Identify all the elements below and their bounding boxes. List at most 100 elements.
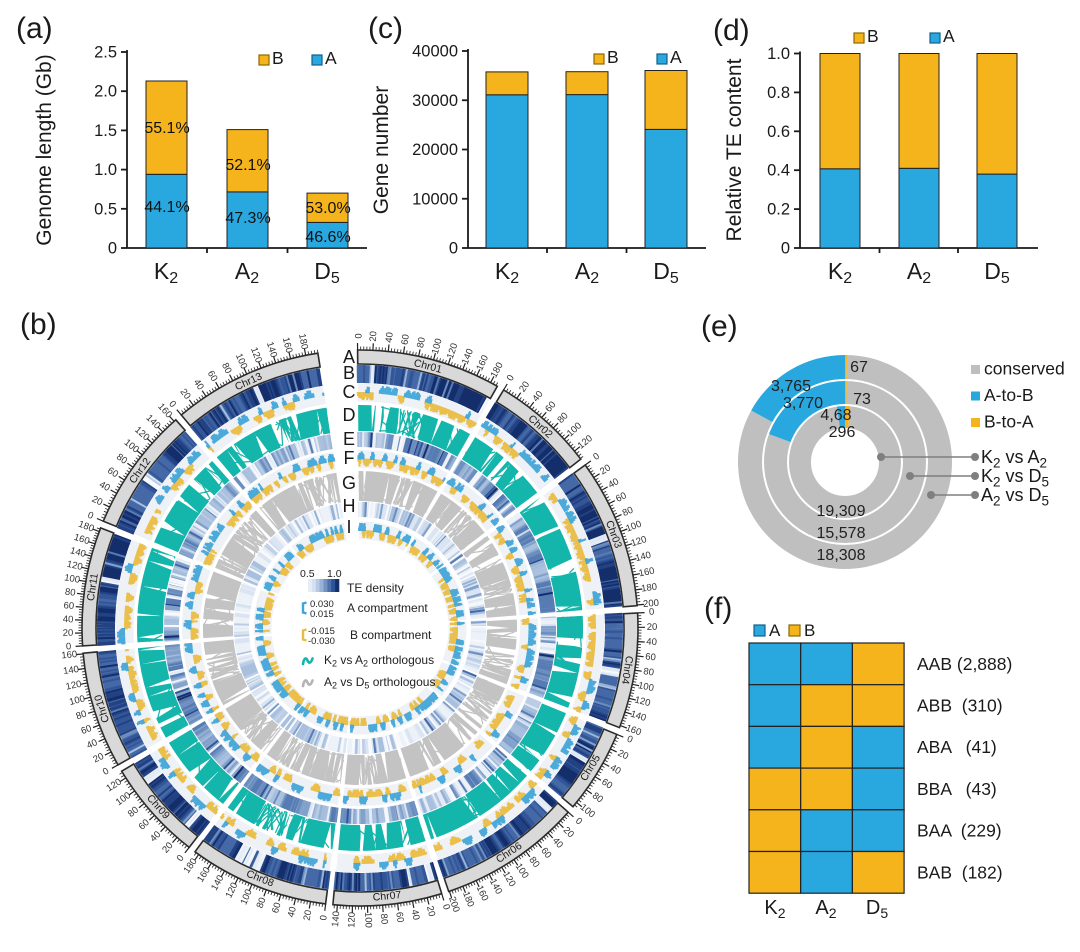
svg-text:0: 0 [573,816,584,828]
svg-text:20: 20 [178,387,193,402]
svg-text:A2 vs D5 orthologous: A2 vs D5 orthologous [324,675,435,691]
svg-text:40: 40 [606,476,621,491]
svg-text:0.030: 0.030 [310,599,334,610]
svg-text:67: 67 [850,359,868,376]
svg-text:E: E [343,429,355,449]
svg-text:15,578: 15,578 [817,525,866,542]
svg-text:200: 200 [643,598,660,610]
svg-text:160: 160 [61,649,78,661]
svg-text:20: 20 [368,331,379,342]
svg-text:40: 40 [384,332,396,344]
svg-text:Relative TE content: Relative TE content [723,58,746,241]
svg-text:0: 0 [440,903,452,911]
svg-text:296: 296 [829,424,856,441]
svg-text:B compartment: B compartment [350,628,432,642]
svg-text:40: 40 [608,762,623,777]
svg-text:60: 60 [614,490,628,505]
svg-text:AAB (2,888): AAB (2,888) [917,654,1012,674]
svg-text:44.1%: 44.1% [144,199,189,216]
svg-text:120: 120 [445,342,460,361]
svg-text:100: 100 [68,693,86,708]
svg-text:(c): (c) [368,12,403,45]
svg-text:F: F [344,448,355,468]
svg-text:20000: 20000 [412,141,458,159]
svg-text:100: 100 [624,519,643,535]
svg-text:A: A [943,26,955,46]
svg-text:40: 40 [286,906,299,919]
svg-text:0: 0 [591,451,602,463]
svg-text:B-to-A: B-to-A [984,412,1034,432]
svg-text:140: 140 [264,340,279,358]
svg-text:3,765: 3,765 [771,378,811,395]
svg-text:20: 20 [647,622,658,633]
svg-text:0: 0 [86,510,95,522]
svg-text:B: B [343,363,355,383]
svg-text:40: 40 [191,377,206,392]
svg-text:A: A [343,347,355,367]
svg-text:K2 vs A2 orthologous: K2 vs A2 orthologous [324,653,434,669]
svg-text:120: 120 [633,694,651,709]
svg-text:BAB (182): BAB (182) [917,862,1003,882]
svg-text:60: 60 [399,334,412,346]
svg-text:B: B [804,621,815,640]
svg-text:20: 20 [91,751,105,766]
svg-text:ABB (310): ABB (310) [917,696,1003,716]
svg-text:80: 80 [621,505,635,519]
svg-text:60: 60 [645,651,657,663]
svg-text:0.6: 0.6 [767,123,790,141]
svg-text:0: 0 [449,240,458,258]
svg-text:140: 140 [460,347,476,366]
svg-text:140: 140 [62,664,79,677]
svg-text:0: 0 [66,641,72,652]
svg-text:60: 60 [205,369,220,384]
svg-text:46.6%: 46.6% [305,229,350,246]
svg-text:200: 200 [446,895,462,914]
svg-text:52.1%: 52.1% [225,157,270,174]
svg-text:B: B [607,47,619,67]
svg-text:K2 vs D5: K2 vs D5 [981,466,1049,490]
svg-text:120: 120 [248,346,264,365]
svg-text:0: 0 [166,399,178,410]
svg-text:80: 80 [64,587,76,599]
svg-text:0.8: 0.8 [767,84,790,102]
svg-text:0.2: 0.2 [767,201,790,219]
svg-text:H: H [343,496,356,516]
svg-text:G: G [342,473,356,493]
svg-text:120: 120 [630,534,648,549]
svg-text:60: 60 [599,777,614,792]
svg-text:0.4: 0.4 [767,162,790,180]
svg-text:40: 40 [409,909,422,921]
svg-text:160: 160 [72,532,90,547]
svg-text:140: 140 [629,709,647,724]
svg-text:47.3%: 47.3% [225,210,270,227]
svg-text:C: C [343,382,356,402]
svg-text:B: B [272,48,284,68]
svg-text:0: 0 [108,240,117,258]
svg-text:40: 40 [85,737,99,751]
svg-text:-0.015: -0.015 [308,626,335,637]
svg-text:Gene number: Gene number [370,86,393,214]
svg-text:160: 160 [280,336,295,354]
svg-text:0.015: 0.015 [310,609,334,620]
svg-text:60: 60 [63,600,74,612]
svg-text:40000: 40000 [412,43,458,61]
svg-text:K2: K2 [828,258,852,287]
svg-text:160: 160 [638,566,656,580]
svg-text:Genome length (Gb): Genome length (Gb) [33,54,56,245]
svg-text:Chr11: Chr11 [85,572,101,601]
svg-text:100: 100 [637,680,655,694]
svg-text:180: 180 [460,890,476,909]
svg-text:60: 60 [105,465,120,480]
svg-text:80: 80 [527,855,542,870]
svg-text:180: 180 [641,581,658,594]
svg-text:140: 140 [69,545,87,560]
svg-text:20: 20 [517,379,532,394]
svg-text:40: 40 [63,614,74,625]
svg-text:0: 0 [352,333,363,338]
svg-text:1.0: 1.0 [94,161,117,179]
svg-text:19,309: 19,309 [817,503,866,520]
svg-text:0: 0 [505,373,517,383]
svg-text:20: 20 [424,905,437,918]
svg-text:A: A [769,621,781,640]
svg-text:80: 80 [378,913,390,924]
